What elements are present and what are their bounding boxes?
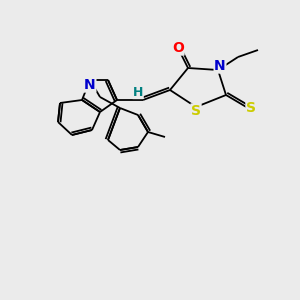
Text: N: N (84, 78, 96, 92)
Text: S: S (191, 104, 201, 118)
Text: H: H (133, 85, 143, 98)
Text: O: O (172, 41, 184, 55)
Text: N: N (214, 59, 226, 73)
Text: S: S (246, 101, 256, 115)
